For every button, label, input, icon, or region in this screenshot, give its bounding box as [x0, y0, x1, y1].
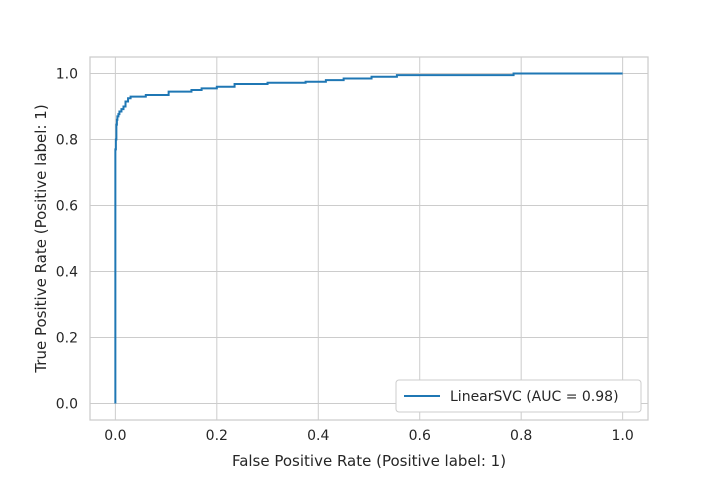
y-tick-label: 0.8	[56, 133, 78, 149]
y-tick-label: 0.6	[56, 199, 78, 215]
x-tick-label: 0.0	[104, 428, 126, 444]
x-tick-label: 1.0	[612, 428, 634, 444]
legend-label: LinearSVC (AUC = 0.98)	[450, 389, 619, 405]
legend: LinearSVC (AUC = 0.98)	[395, 379, 642, 413]
y-axis-label: True Positive Rate (Positive label: 1)	[32, 104, 50, 373]
plot-frame	[89, 56, 649, 421]
x-tick-label: 0.8	[510, 428, 532, 444]
y-tick-label: 0.4	[56, 265, 78, 281]
legend-box	[395, 379, 642, 413]
y-tick-label: 0.0	[56, 397, 78, 413]
grid-layer	[90, 57, 648, 420]
y-tick-label: 0.2	[56, 331, 78, 347]
x-tick-label: 0.4	[307, 428, 329, 444]
tick-layer: 0.0 0.2 0.4 0.6 0.8 1.0 0.0 0.2 0.4 0.6 0.8 1.0	[56, 67, 634, 445]
plot-area	[90, 57, 648, 420]
x-axis-label: False Positive Rate (Positive label: 1)	[232, 452, 506, 470]
roc-curve-line	[114, 72, 623, 404]
y-tick-label: 1.0	[56, 67, 78, 83]
x-tick-label: 0.2	[206, 428, 228, 444]
line-layer	[114, 72, 623, 404]
x-tick-label: 0.6	[409, 428, 431, 444]
